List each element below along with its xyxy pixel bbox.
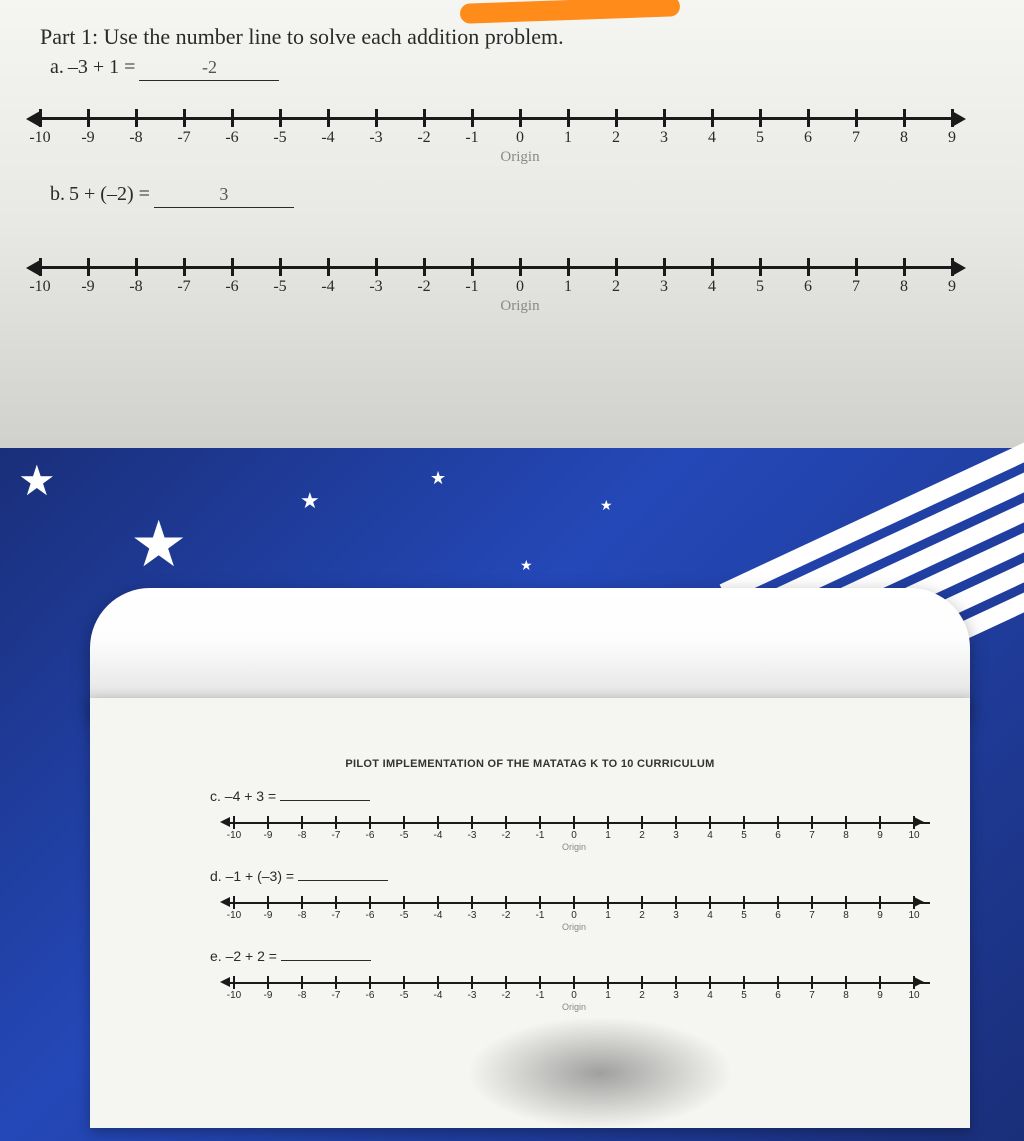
problem-e-label: e. bbox=[210, 948, 222, 964]
numberline-d: -10-9-8-7-6-5-4-3-2-10Origin12345678910 bbox=[220, 892, 940, 932]
problem-d-expr: –1 + (–3) = bbox=[226, 868, 295, 884]
problem-d-label: d. bbox=[210, 868, 222, 884]
pilot-header: PILOT IMPLEMENTATION OF THE MATATAG K TO… bbox=[120, 758, 940, 770]
problem-b: b. 5 + (–2) = 3 bbox=[50, 183, 984, 208]
problem-c-expr: –4 + 3 = bbox=[225, 788, 276, 804]
problem-d: d. –1 + (–3) = bbox=[210, 868, 940, 884]
problem-a-answer: -2 bbox=[139, 57, 279, 81]
problem-b-label: b. bbox=[50, 183, 65, 206]
numberline-b: -10-9-8-7-6-5-4-3-2-10Origin123456789 bbox=[40, 248, 984, 304]
worksheet-page-2: PILOT IMPLEMENTATION OF THE MATATAG K TO… bbox=[90, 698, 970, 1128]
worksheet-top: Part 1: Use the number line to solve eac… bbox=[0, 0, 1024, 448]
hand-shadow bbox=[470, 1018, 730, 1128]
problem-b-expr: 5 + (–2) = bbox=[69, 183, 150, 206]
numberline-a-wrap: -10-9-8-7-6-5-4-3-2-10Origin123456789 bbox=[40, 99, 984, 155]
problem-a-expr: –3 + 1 = bbox=[68, 56, 136, 79]
numberline-b-wrap: -10-9-8-7-6-5-4-3-2-10Origin123456789 bbox=[40, 248, 984, 304]
part-title: Part 1: Use the number line to solve eac… bbox=[40, 24, 984, 50]
problem-e-answer bbox=[281, 960, 371, 961]
problem-c-label: c. bbox=[210, 788, 221, 804]
problem-b-answer: 3 bbox=[154, 184, 294, 208]
problem-e-expr: –2 + 2 = bbox=[226, 948, 277, 964]
problem-a: a. –3 + 1 = -2 bbox=[50, 56, 984, 81]
numberline-e: -10-9-8-7-6-5-4-3-2-10Origin12345678910 bbox=[220, 972, 940, 1012]
problem-c: c. –4 + 3 = bbox=[210, 788, 940, 804]
highlighter-mark bbox=[460, 0, 681, 24]
numberline-c: -10-9-8-7-6-5-4-3-2-10Origin12345678910 bbox=[220, 812, 940, 852]
problem-e: e. –2 + 2 = bbox=[210, 948, 940, 964]
photo-section: ★★★★★★ PILOT IMPLEMENTATION OF THE MATAT… bbox=[0, 448, 1024, 1141]
problem-c-answer bbox=[280, 800, 370, 801]
problem-d-answer bbox=[298, 880, 388, 881]
problem-a-label: a. bbox=[50, 56, 64, 79]
numberline-a: -10-9-8-7-6-5-4-3-2-10Origin123456789 bbox=[40, 99, 984, 155]
